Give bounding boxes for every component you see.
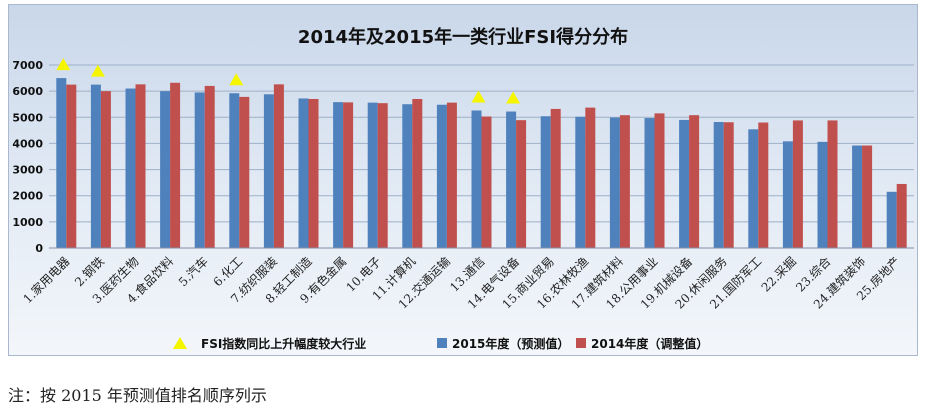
bar-2015 xyxy=(160,91,171,249)
marker-layer xyxy=(56,58,521,104)
bar-2015 xyxy=(402,104,413,248)
bar-2015 xyxy=(852,145,863,248)
y-tick-label: 1000 xyxy=(12,216,43,229)
bar-2014 xyxy=(654,113,665,248)
legend-label-2014: 2014年度（调整值） xyxy=(591,336,708,351)
bar-2015 xyxy=(229,93,240,248)
bar-2014 xyxy=(239,96,250,248)
bar-2015 xyxy=(748,129,759,248)
legend-swatch-2015 xyxy=(437,338,447,348)
bar-2014 xyxy=(66,84,77,248)
bar-2014 xyxy=(689,115,700,249)
bar-2015 xyxy=(471,110,482,248)
bar-2015 xyxy=(125,88,136,249)
bar-2014 xyxy=(100,91,111,249)
y-tick-label: 2000 xyxy=(12,190,43,203)
bar-2015 xyxy=(436,104,447,248)
bar-2015 xyxy=(644,118,655,248)
y-tick-label: 7000 xyxy=(12,59,43,72)
bar-2015 xyxy=(540,116,551,249)
bar-2015 xyxy=(333,102,344,248)
bar-2014 xyxy=(792,120,803,248)
bar-2015 xyxy=(367,102,378,248)
legend-label-2015: 2015年度（预测值） xyxy=(452,336,569,351)
bar-2014 xyxy=(827,120,838,248)
bar-2014 xyxy=(170,82,181,248)
bar-2015 xyxy=(782,141,793,248)
chart-panel: 2014年及2015年一类行业FSI得分分布 0 1000 2000 3000 4000… xyxy=(8,4,918,356)
bar-2014 xyxy=(862,145,873,248)
bar-2014 xyxy=(377,103,388,248)
bar-2014 xyxy=(343,102,354,249)
bar-2015 xyxy=(263,94,274,248)
x-tick-label: 1.家用电器 xyxy=(20,254,73,307)
bar-2015 xyxy=(194,92,205,248)
bar-2014 xyxy=(204,85,215,249)
bar-2015 xyxy=(506,111,517,248)
bar-2014 xyxy=(273,84,284,249)
bars-layer xyxy=(56,78,907,249)
chart-title: 2014年及2015年一类行业FSI得分分布 xyxy=(298,26,628,48)
bar-2015 xyxy=(575,116,586,249)
y-tick-label: 0 xyxy=(35,242,43,255)
bar-2015 xyxy=(56,78,67,248)
legend: FSI指数同比上升幅度较大行业 2015年度（预测值） 2014年度（调整值） xyxy=(173,336,708,351)
legend-swatch-2014 xyxy=(576,338,586,348)
bar-2015 xyxy=(609,117,620,248)
bar-2015 xyxy=(90,84,101,248)
bar-2014 xyxy=(135,84,146,249)
footnote: 注：按 2015 年预测值排名顺序列示 xyxy=(8,386,267,405)
bar-2014 xyxy=(412,98,423,248)
bar-2014 xyxy=(896,183,907,248)
highlight-triangle-marker xyxy=(90,64,105,77)
bar-2015 xyxy=(298,98,309,248)
highlight-triangle-marker xyxy=(471,90,486,103)
bar-2015 xyxy=(886,191,897,248)
bar-2015 xyxy=(817,141,828,248)
bar-chart: 2014年及2015年一类行业FSI得分分布 0 1000 2000 3000 4000… xyxy=(12,26,914,351)
highlight-triangle-marker xyxy=(56,58,71,71)
y-tick-label: 6000 xyxy=(12,85,43,98)
bar-2014 xyxy=(585,107,596,248)
bar-2014 xyxy=(446,102,457,248)
bar-2015 xyxy=(679,119,690,249)
x-tick-label: 5.汽车 xyxy=(175,254,211,290)
bar-2014 xyxy=(619,115,630,249)
bar-2014 xyxy=(723,122,734,248)
bar-2014 xyxy=(758,122,769,248)
y-tick-label: 4000 xyxy=(12,137,43,150)
legend-marker-swatch xyxy=(173,337,187,349)
bar-2015 xyxy=(713,121,724,248)
highlight-triangle-marker xyxy=(229,73,244,86)
y-tick-label: 3000 xyxy=(12,164,43,177)
legend-marker-label: FSI指数同比上升幅度较大行业 xyxy=(201,336,366,351)
y-tick-label: 5000 xyxy=(12,111,43,124)
bar-2014 xyxy=(308,98,319,248)
highlight-triangle-marker xyxy=(506,91,521,104)
bar-2014 xyxy=(550,108,561,248)
bar-2014 xyxy=(481,116,492,248)
x-tick-label: 22.采掘 xyxy=(758,254,799,295)
bar-2014 xyxy=(516,120,527,248)
